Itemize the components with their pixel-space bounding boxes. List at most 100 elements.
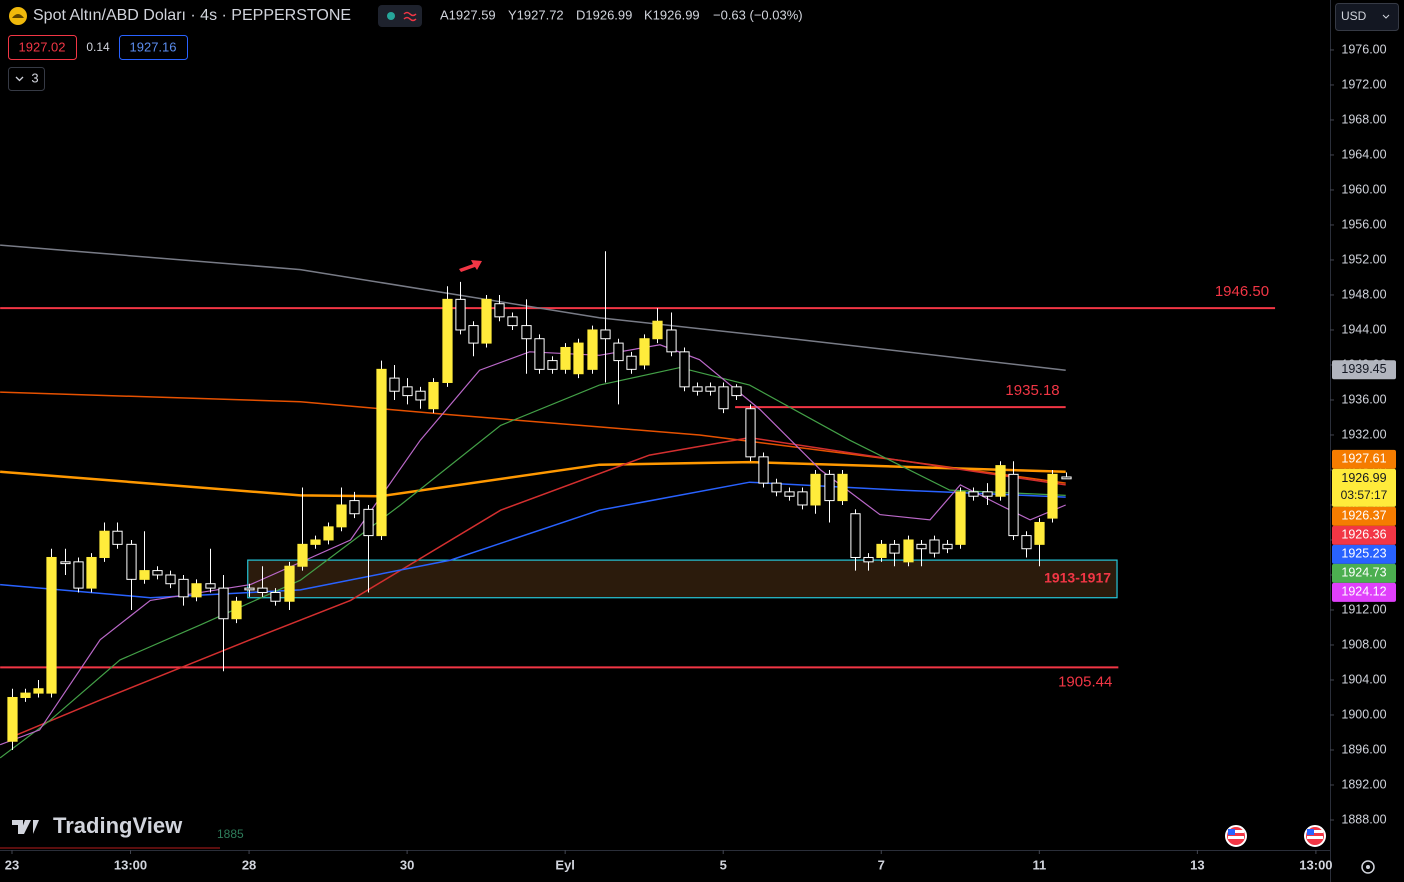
footnote: 1885 (217, 827, 244, 841)
price-label: 1939.45 (1341, 362, 1386, 376)
price-label-box (1332, 360, 1396, 380)
candle-body (692, 386, 703, 392)
candle-body (455, 298, 466, 331)
candle-body (534, 338, 545, 370)
dropdown-icon (1382, 14, 1390, 19)
candle-body (1021, 535, 1032, 550)
candle-body (626, 355, 637, 370)
candle-body (178, 578, 189, 598)
candle-body (889, 543, 900, 554)
candle-body (284, 565, 295, 602)
indicators-count: 3 (31, 70, 38, 85)
price-label-box (1332, 506, 1396, 526)
candle-body (771, 482, 782, 493)
x-tick-label: 5 (720, 857, 727, 872)
x-tick-label: 13:00 (114, 857, 147, 872)
spread: 0.14 (86, 40, 110, 54)
candle-body (600, 329, 611, 340)
price-label: 1926.36 (1341, 528, 1386, 542)
candle-body (1008, 473, 1019, 537)
y-tick-label: 1964.00 (1341, 147, 1386, 161)
price-label-box (1332, 468, 1396, 507)
candle-body (99, 530, 110, 558)
candle-body (850, 513, 861, 558)
y-tick-label: 1932.00 (1341, 427, 1386, 441)
data-status (403, 11, 417, 22)
candle-body (718, 386, 729, 410)
candle-body (205, 583, 216, 589)
price-label-box (1332, 563, 1396, 583)
candle-body (1047, 473, 1058, 519)
price-label-box (1332, 525, 1396, 545)
plot-area: 1913-1917 1946.50 1935.18 1905.44 (0, 244, 1276, 759)
zone-label: 1913-1917 (1044, 570, 1111, 586)
indicators-toggle[interactable] (8, 67, 45, 91)
zone (247, 559, 1118, 599)
ohlc-low: D1926.99 (576, 7, 632, 22)
candle-body (573, 342, 584, 375)
candle-body (587, 329, 598, 370)
candle-body (1034, 521, 1045, 545)
candle-body (33, 688, 44, 694)
price-label-box (1332, 449, 1396, 469)
change: −0.63 (−0.03%) (713, 7, 803, 22)
candle-body (402, 386, 413, 397)
settings-icon[interactable] (1361, 860, 1375, 874)
candle-body (86, 556, 97, 589)
candle-body (1061, 476, 1072, 480)
candle-body (389, 377, 400, 392)
y-tick-label: 1936.00 (1341, 392, 1386, 406)
candle-body (547, 360, 558, 370)
candle-body (995, 465, 1006, 497)
y-tick-label: 1944.00 (1341, 322, 1386, 336)
symbol-logo-mark (12, 14, 24, 18)
candle-body (468, 325, 479, 344)
y-tick-label: 1956.00 (1341, 217, 1386, 231)
currency-select[interactable] (1335, 3, 1399, 31)
price-label-box (1332, 544, 1396, 564)
moving-average (0, 244, 1066, 371)
candle-body (442, 298, 453, 383)
y-tick-label: 1948.00 (1341, 287, 1386, 301)
y-tick-label: 1908.00 (1341, 637, 1386, 651)
candle-body (613, 342, 624, 362)
buy-button[interactable] (119, 35, 188, 60)
level-label: 1946.50 (1215, 283, 1269, 300)
sell-button[interactable] (8, 35, 77, 60)
price-label: 1926.37 (1341, 509, 1386, 523)
symbol-title[interactable]: Spot Altın/ABD Doları · 4s · PEPPERSTONE (33, 7, 351, 24)
y-tick-label: 1952.00 (1341, 252, 1386, 266)
countdown: 03:57:17 (1341, 488, 1388, 502)
x-tick-label: 13 (1190, 857, 1204, 872)
tradingview-logo[interactable]: TradingView (53, 813, 183, 838)
candle-body (560, 346, 571, 370)
event-flag[interactable] (1225, 825, 1247, 847)
price-label: 1924.12 (1341, 585, 1386, 599)
price-label: 1925.23 (1341, 547, 1386, 561)
candle-body (126, 543, 137, 580)
candle-body (968, 491, 979, 497)
candle-body (507, 316, 518, 327)
arrow-drawing[interactable] (459, 260, 482, 272)
y-tick-label: 1972.00 (1341, 77, 1386, 91)
status-badge[interactable] (378, 5, 422, 27)
x-tick-label: 7 (878, 857, 885, 872)
candle-body (310, 539, 321, 545)
candle-body (376, 368, 387, 537)
x-tick-label: 13:00 (1299, 857, 1332, 872)
event-flag[interactable] (1304, 825, 1326, 847)
candle-body (916, 543, 927, 550)
candle-body (244, 587, 255, 591)
candle-body (784, 491, 795, 497)
y-tick-label: 1888.00 (1341, 812, 1386, 826)
candle-body (758, 456, 769, 484)
candle-body (73, 561, 84, 589)
candle-body (942, 543, 953, 550)
candle-body (112, 530, 123, 545)
y-tick-label: 1976.00 (1341, 42, 1386, 56)
x-tick-label: 30 (400, 857, 414, 872)
price-label: 1927.61 (1341, 452, 1386, 466)
x-tick-label: 28 (242, 857, 256, 872)
